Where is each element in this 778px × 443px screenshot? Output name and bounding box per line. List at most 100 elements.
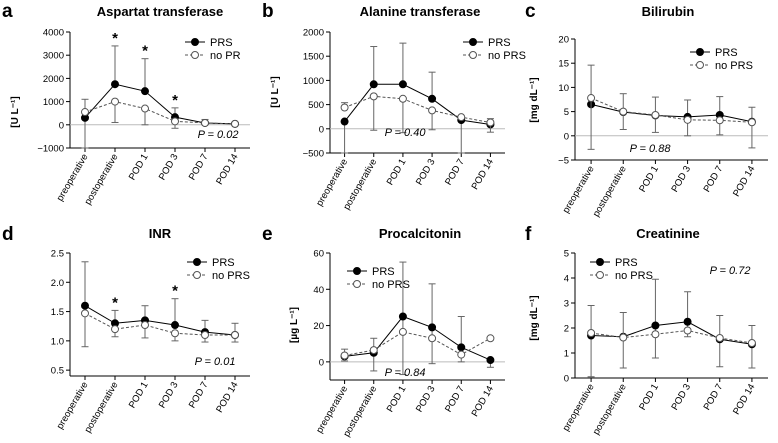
y-tick-label: 20 <box>313 321 324 332</box>
data-point <box>651 110 660 119</box>
series-open <box>340 92 495 134</box>
legend-label: PRS <box>715 47 738 59</box>
data-point <box>619 107 628 116</box>
data-point <box>81 108 89 117</box>
legend-label: no PRS <box>372 279 410 291</box>
y-tick-label: 0 <box>319 357 324 368</box>
data-point <box>457 350 466 359</box>
x-tick-label: POD 3 <box>669 164 693 194</box>
y-tick-label: 0 <box>564 131 569 142</box>
data-point <box>81 309 89 318</box>
y-tick-label: 1000 <box>43 97 64 108</box>
data-point <box>398 94 407 103</box>
series-line <box>344 315 491 361</box>
data-point <box>428 334 437 343</box>
x-tick-label: POD 3 <box>414 384 438 414</box>
data-point <box>747 339 756 347</box>
panel-title: Alanine transferase <box>360 4 481 19</box>
x-tick-label: postoperative <box>591 164 629 219</box>
panel-b: b Alanine transferase −500 0 500 1000 1500 2000… <box>262 1 526 212</box>
data-point <box>747 118 756 127</box>
data-point <box>369 346 378 355</box>
x-tick-label: POD 14 <box>731 382 757 417</box>
series-filled <box>340 261 495 376</box>
legend-label: PRS <box>615 257 638 269</box>
y-axis-label: [mg dL⁻¹] <box>529 295 540 340</box>
series-line <box>84 312 235 336</box>
data-point <box>715 334 724 342</box>
panel-c: c Bilirubin −5 0 5 10 15 20 preoperativepostoper… <box>525 1 768 219</box>
series-line <box>590 97 752 123</box>
y-tick-label: 0 <box>564 374 569 385</box>
y-tick-label: 500 <box>308 100 324 111</box>
p-value: P = 0.40 <box>385 127 427 139</box>
legend-marker <box>193 271 201 279</box>
data-point <box>587 329 596 337</box>
data-point <box>340 351 349 360</box>
data-point <box>369 92 378 101</box>
panel-title: Aspartat transferase <box>97 4 223 19</box>
y-tick-label: 1.5 <box>51 307 64 318</box>
x-tick-label: POD 3 <box>157 380 181 410</box>
panel-d: d INR0.51.01.52.02.5preoperativepostopera… <box>2 224 250 435</box>
data-point <box>486 356 495 365</box>
legend-marker <box>696 48 704 56</box>
legend-marker <box>353 267 361 275</box>
data-point <box>231 119 239 128</box>
series-filled <box>587 278 756 378</box>
x-tick-label: POD 3 <box>414 157 438 187</box>
y-tick-label: 2.0 <box>51 278 64 289</box>
legend-marker <box>353 280 361 288</box>
y-tick-label: 0 <box>59 120 64 131</box>
y-tick-label: −500 <box>303 149 324 160</box>
data-point <box>683 317 692 326</box>
series-line <box>344 95 491 123</box>
series-line <box>84 101 236 125</box>
data-point <box>715 116 724 125</box>
panel-letter: b <box>262 1 274 22</box>
x-tick-label: POD 7 <box>443 157 467 187</box>
data-point <box>171 329 179 338</box>
x-tick-label: POD 7 <box>702 164 726 194</box>
x-tick-label: POD 14 <box>470 384 496 419</box>
legend-marker <box>696 61 704 69</box>
legend-label: no PRS <box>615 270 653 282</box>
legend-label: no PRS <box>715 60 753 72</box>
y-axis-label: [µg L⁻¹] <box>289 307 300 343</box>
data-point <box>428 94 437 103</box>
panel-letter: d <box>2 224 14 245</box>
series-line <box>344 83 491 125</box>
y-tick-label: 2 <box>564 324 569 335</box>
data-point <box>141 321 149 330</box>
x-tick-label: POD 1 <box>127 152 151 182</box>
y-tick-label: 5 <box>564 107 569 118</box>
legend-label: no PR <box>210 50 241 62</box>
x-tick-label: POD 7 <box>187 380 211 410</box>
x-tick-label: POD 1 <box>385 157 409 187</box>
data-point <box>398 312 407 321</box>
legend-marker <box>596 258 604 266</box>
p-value: P = 0.84 <box>385 367 426 379</box>
x-tick-label: POD 14 <box>731 164 757 199</box>
data-point <box>398 80 407 89</box>
series-line <box>591 329 752 344</box>
y-tick-label: 15 <box>558 59 569 70</box>
panel-letter: e <box>262 224 273 245</box>
significance-star: * <box>172 283 178 300</box>
series-open <box>81 309 239 348</box>
y-tick-label: 4 <box>564 274 569 285</box>
significance-star: * <box>112 294 118 311</box>
y-axis-label: [mg dL⁻¹] <box>529 77 540 122</box>
data-point <box>651 330 660 339</box>
y-tick-label: 60 <box>313 249 324 260</box>
data-point <box>111 80 119 89</box>
y-tick-label: 1500 <box>303 52 324 63</box>
series-line <box>84 305 236 336</box>
data-point <box>587 94 596 103</box>
series-line <box>591 321 752 345</box>
legend-label: PRS <box>210 37 233 49</box>
data-point <box>111 97 119 106</box>
y-tick-label: 0.5 <box>51 366 64 377</box>
series-line <box>84 83 236 125</box>
